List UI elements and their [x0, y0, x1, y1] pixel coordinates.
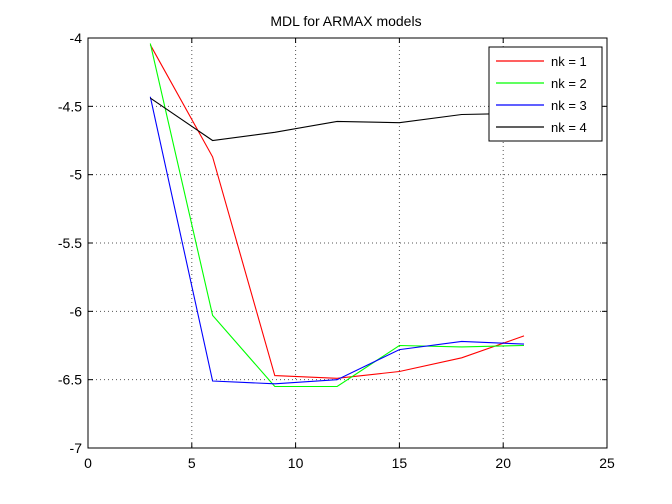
- series-lines: [149, 43, 525, 388]
- x-tick-label: 25: [599, 455, 615, 471]
- legend-label-nk-1: nk = 1: [551, 54, 587, 69]
- plot-frame: [87, 37, 608, 449]
- y-tick-label: -4: [70, 30, 83, 46]
- y-tick-label: -6: [70, 303, 83, 319]
- x-tick-label: 0: [84, 455, 92, 471]
- y-tick-label: -7: [70, 440, 83, 456]
- x-tick-label: 20: [495, 455, 511, 471]
- y-tick-label: -5.5: [58, 235, 82, 251]
- chart-title: MDL for ARMAX models: [270, 13, 421, 29]
- y-tick-label: -6.5: [58, 372, 82, 388]
- series-line-nk-3: [149, 96, 525, 385]
- series-line-nk-1: [149, 44, 525, 379]
- x-tick-labels: 0 5 10 15 20 25: [84, 455, 615, 471]
- legend-label-nk-2: nk = 2: [551, 76, 587, 91]
- x-tick-label: 5: [188, 455, 196, 471]
- y-tick-labels: -7 -6.5 -6 -5.5 -5 -4.5 -4: [58, 30, 82, 456]
- y-tick-label: -5: [70, 167, 83, 183]
- legend-label-nk-4: nk = 4: [551, 120, 587, 135]
- series-line-nk-2: [149, 43, 525, 388]
- series-line-nk-4: [149, 97, 525, 142]
- legend-label-nk-3: nk = 3: [551, 98, 587, 113]
- x-tick-label: 15: [392, 455, 408, 471]
- legend: nk = 1 nk = 2 nk = 3 nk = 4: [488, 46, 603, 142]
- legend-box: [488, 46, 603, 142]
- x-tick-label: 10: [288, 455, 304, 471]
- y-tick-label: -4.5: [58, 98, 82, 114]
